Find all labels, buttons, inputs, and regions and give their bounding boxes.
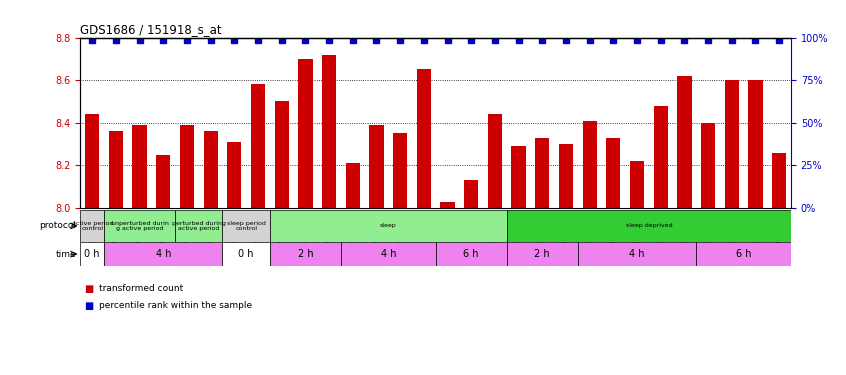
Text: ■: ■ [85, 301, 97, 310]
Bar [275, 102, 288, 208]
Text: perturbed during
active period: perturbed during active period [172, 220, 226, 231]
Bar [104, 242, 222, 266]
Text: transformed count: transformed count [99, 284, 184, 293]
Bar [536, 138, 549, 208]
Bar [630, 161, 644, 208]
Bar [85, 114, 99, 208]
Bar [222, 210, 270, 242]
Text: GDS1686 / 151918_s_at: GDS1686 / 151918_s_at [80, 23, 222, 36]
Bar [346, 164, 360, 208]
Bar [507, 242, 578, 266]
Bar [222, 242, 270, 266]
Bar [251, 84, 265, 208]
Text: active period
control: active period control [72, 220, 113, 231]
Text: sleep period
control: sleep period control [227, 220, 266, 231]
Text: 2 h: 2 h [535, 249, 550, 259]
Bar [436, 242, 507, 266]
Bar [678, 76, 691, 208]
Bar [607, 138, 620, 208]
Text: percentile rank within the sample: percentile rank within the sample [99, 301, 252, 310]
Text: sleep: sleep [380, 224, 397, 228]
Bar [488, 114, 502, 208]
Bar [441, 202, 454, 208]
Text: sleep deprived: sleep deprived [625, 224, 673, 228]
Text: 6 h: 6 h [464, 249, 479, 259]
Text: 0 h: 0 h [85, 249, 100, 259]
Bar [157, 155, 170, 208]
Bar [559, 144, 573, 208]
Bar [180, 125, 194, 208]
Bar [104, 210, 175, 242]
Bar [270, 210, 507, 242]
Bar [228, 142, 241, 208]
Text: time: time [56, 250, 76, 259]
Bar [204, 131, 217, 208]
Bar [701, 123, 715, 208]
Bar [512, 146, 525, 208]
Bar [583, 121, 596, 208]
Text: 4 h: 4 h [629, 249, 645, 259]
Bar [696, 242, 791, 266]
Text: 2 h: 2 h [298, 249, 313, 259]
Bar [80, 242, 104, 266]
Bar [654, 106, 667, 208]
Bar [341, 242, 436, 266]
Bar [393, 134, 407, 208]
Text: ■: ■ [85, 284, 97, 294]
Text: protocol: protocol [39, 221, 76, 230]
Bar [464, 180, 478, 208]
Bar [417, 69, 431, 208]
Bar [507, 210, 791, 242]
Bar [772, 153, 786, 208]
Bar [749, 80, 762, 208]
Text: 4 h: 4 h [381, 249, 396, 259]
Bar [80, 210, 104, 242]
Bar [133, 125, 146, 208]
Bar [370, 125, 383, 208]
Bar [270, 242, 341, 266]
Bar [578, 242, 696, 266]
Text: 4 h: 4 h [156, 249, 171, 259]
Bar [175, 210, 222, 242]
Text: 6 h: 6 h [736, 249, 751, 259]
Bar [299, 59, 312, 208]
Bar [109, 131, 123, 208]
Text: 0 h: 0 h [239, 249, 254, 259]
Bar [725, 80, 739, 208]
Bar [322, 55, 336, 208]
Text: unperturbed durin
g active period: unperturbed durin g active period [111, 220, 168, 231]
